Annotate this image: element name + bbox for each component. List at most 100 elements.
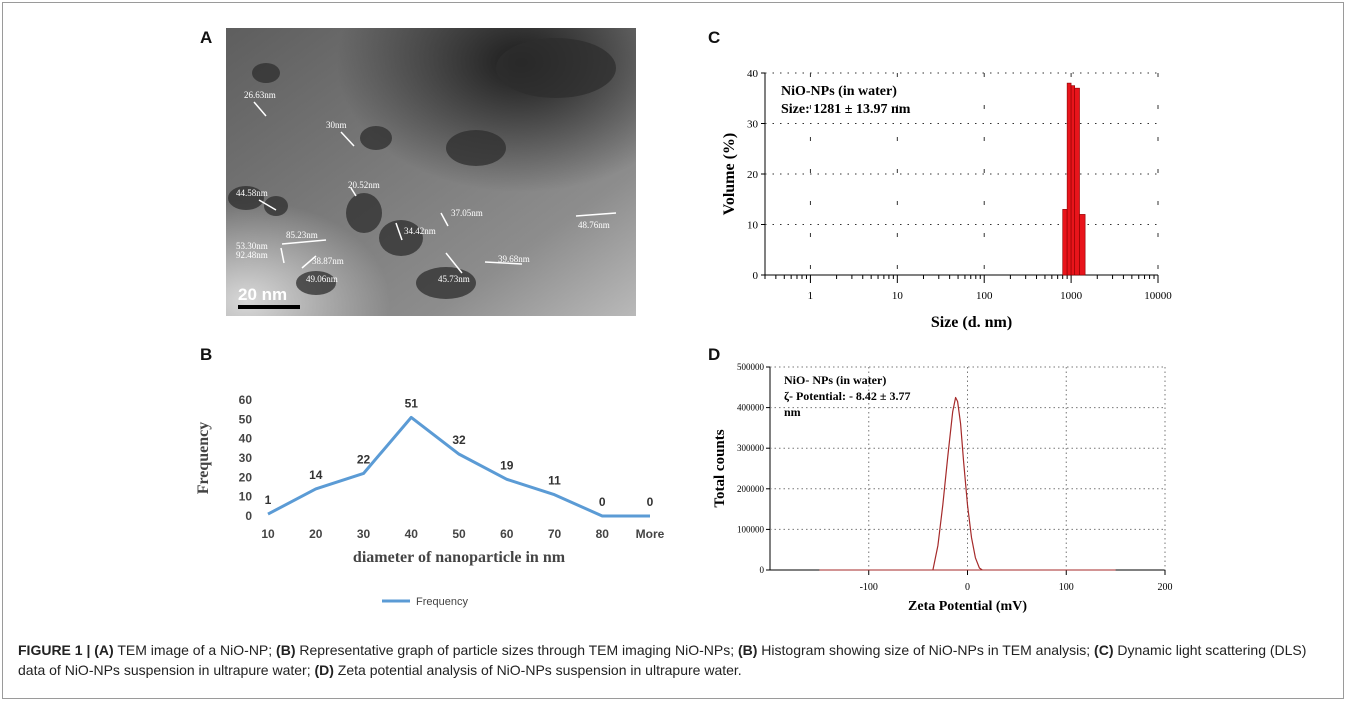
xtick-label-b: 10 xyxy=(261,527,275,541)
x-axis-label-d: Zeta Potential (mV) xyxy=(908,599,1027,614)
caption-a-tag: (A) xyxy=(94,642,114,658)
tem-measure-11: 38.87nm xyxy=(312,256,344,266)
bar-c xyxy=(1070,85,1076,276)
annotation-c-2: Size: 1281 ± 13.97 nm xyxy=(781,102,911,117)
xtick-label-b: 20 xyxy=(309,527,323,541)
panel-label-b: B xyxy=(200,345,213,364)
caption-b2-tag: (B) xyxy=(737,642,758,658)
ytick-label-c: 20 xyxy=(747,169,759,181)
legend-label-frequency: Frequency xyxy=(416,596,468,608)
ytick-label-d: 500000 xyxy=(737,362,765,372)
chart-d: 0 100000 200000 300000 400000 500000 -100 0 100 2… xyxy=(712,362,1173,614)
chart-c: 0 10 20 30 40 1 10 100 1000 10000 NiO-NPs (in wate… xyxy=(721,68,1172,331)
ytick-label-b: 10 xyxy=(239,490,253,504)
bar-c xyxy=(1079,214,1086,276)
tem-measure-12: 49.06nm xyxy=(306,274,338,284)
ytick-label-b: 40 xyxy=(239,432,253,446)
ytick-label-b: 0 xyxy=(245,509,252,523)
tem-image: 26.63nm 30nm 20.52nm 44.58nm 37.05nm 34.… xyxy=(226,28,636,316)
xtick-label-d: 100 xyxy=(1059,582,1074,593)
data-label-b: 1 xyxy=(265,493,272,507)
tem-measure-8: 85.23nm xyxy=(286,230,318,240)
x-axis-label-b: diameter of nanoparticle in nm xyxy=(353,549,566,566)
panel-label-c: C xyxy=(708,28,721,47)
tem-measure-13: 45.73nm xyxy=(438,274,470,284)
xtick-label-b: 80 xyxy=(596,527,610,541)
tem-measure-10: 92.48nm xyxy=(236,250,268,260)
tem-measure-6: 34.42nm xyxy=(404,226,436,236)
ytick-label-c: 10 xyxy=(747,220,759,232)
tem-scale-bar xyxy=(238,305,300,309)
xtick-label-d: -100 xyxy=(860,582,878,593)
ytick-label-d: 200000 xyxy=(737,484,765,494)
annotation-d-2: ζ- Potential: - 8.42 ± 3.77 xyxy=(784,389,911,403)
bar-c xyxy=(1062,209,1068,276)
panel-label-d: D xyxy=(708,345,721,364)
ytick-label-d: 100000 xyxy=(737,524,765,534)
ytick-label-d: 0 xyxy=(760,565,765,575)
data-label-b: 51 xyxy=(405,396,419,410)
ytick-label-d: 400000 xyxy=(737,403,765,413)
caption-lead: FIGURE 1 | xyxy=(18,642,95,658)
panel-label-a: A xyxy=(200,28,213,47)
xtick-label-b: 40 xyxy=(405,527,419,541)
tem-measure-5: 37.05nm xyxy=(451,208,483,218)
caption-d-tag: (D) xyxy=(314,662,334,678)
xtick-label-b: More xyxy=(636,527,665,541)
data-label-b: 32 xyxy=(452,433,466,447)
xtick-label-c: 10000 xyxy=(1144,290,1172,302)
caption-b-text: Representative graph of particle sizes t… xyxy=(295,642,738,658)
annotation-c-1: NiO-NPs (in water) xyxy=(781,84,897,99)
ytick-label-b: 30 xyxy=(239,451,253,465)
tem-measure-3: 20.52nm xyxy=(348,180,380,190)
x-axis-label-c: Size (d. nm) xyxy=(931,314,1012,331)
bar-c xyxy=(1074,87,1080,276)
y-axis-label-c: Volume (%) xyxy=(721,133,738,216)
tem-measure-4: 44.58nm xyxy=(236,188,268,198)
ytick-label-b: 60 xyxy=(239,393,253,407)
figure-caption: FIGURE 1 | (A) TEM image of a NiO-NP; (B… xyxy=(18,640,1328,680)
tem-measure-1: 26.63nm xyxy=(244,90,276,100)
y-axis-label-d: Total counts xyxy=(712,429,728,507)
ytick-label-c: 30 xyxy=(747,119,759,131)
data-label-b: 22 xyxy=(357,452,371,466)
annotation-d-1: NiO- NPs (in water) xyxy=(784,373,886,387)
tem-measure-2: 30nm xyxy=(326,120,347,130)
xtick-label-b: 60 xyxy=(500,527,514,541)
data-label-b: 19 xyxy=(500,458,514,472)
xtick-label-c: 1 xyxy=(808,290,814,302)
xtick-label-c: 1000 xyxy=(1060,290,1083,302)
caption-a-text: TEM image of a NiO-NP; xyxy=(113,642,277,658)
ytick-label-c: 40 xyxy=(747,68,759,80)
data-label-b: 0 xyxy=(599,495,606,509)
xtick-label-b: 50 xyxy=(452,527,466,541)
xtick-label-d: 0 xyxy=(965,582,970,593)
caption-b2-text: Histogram showing size of NiO-NPs in TEM… xyxy=(757,642,1095,658)
xtick-label-c: 100 xyxy=(976,290,993,302)
tem-measure-14: 39.68nm xyxy=(498,254,530,264)
annotation-d-3: nm xyxy=(784,405,801,419)
ytick-label-b: 20 xyxy=(239,470,253,484)
series-line-frequency xyxy=(267,415,650,518)
tem-measure-7: 48.76nm xyxy=(578,220,610,230)
xtick-label-b: 30 xyxy=(357,527,371,541)
data-label-b: 14 xyxy=(309,468,323,482)
caption-c-text: Dynamic light scattering (DLS) data of N… xyxy=(18,642,1307,678)
caption-b-tag: (B) xyxy=(276,642,296,658)
xtick-label-d: 200 xyxy=(1158,582,1173,593)
data-label-b: 11 xyxy=(548,474,561,488)
caption-d-text: Zeta potential analysis of NiO-NPs suspe… xyxy=(333,662,742,678)
xtick-label-b: 70 xyxy=(548,527,562,541)
ytick-label-c: 0 xyxy=(753,270,759,282)
xtick-label-c: 10 xyxy=(892,290,904,302)
series-line-zeta xyxy=(932,396,983,571)
tem-scale-label: 20 nm xyxy=(238,285,287,304)
data-label-b: 0 xyxy=(647,495,654,509)
bar-c xyxy=(1066,82,1072,276)
y-axis-label-b: Frequency xyxy=(195,422,212,495)
ytick-label-b: 50 xyxy=(239,412,253,426)
tem-measure-9: 53.30nm xyxy=(236,241,268,251)
caption-c-tag: (C) xyxy=(1094,642,1114,658)
